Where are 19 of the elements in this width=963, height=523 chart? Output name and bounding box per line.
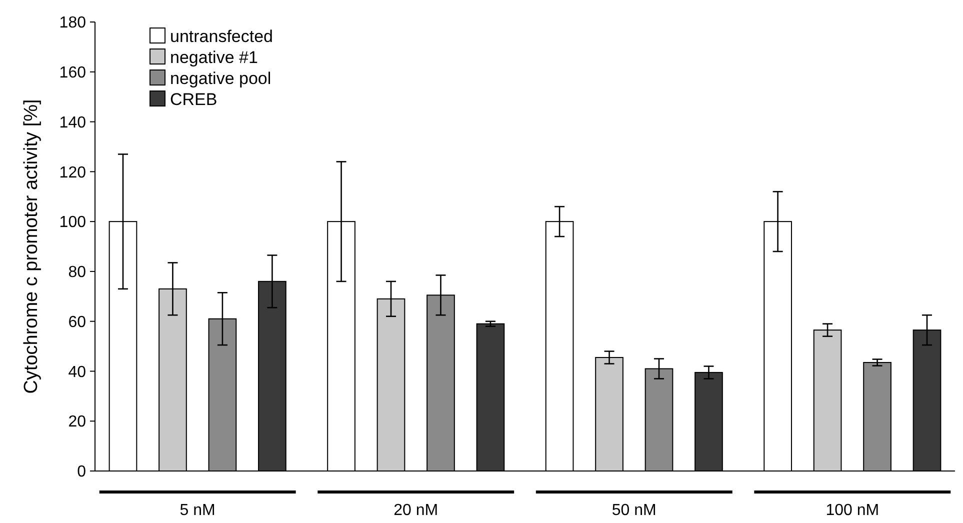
legend-label: untransfected [170, 26, 274, 46]
y-axis-title: Cytochrome c promoter activity [%] [21, 99, 42, 394]
x-tick-label: 20 nM [394, 502, 438, 519]
legend-label: negative pool [170, 68, 272, 88]
legend-label: negative #1 [170, 48, 258, 67]
y-tick-label: 120 [59, 164, 86, 182]
x-tick-label: 100 nM [826, 502, 880, 519]
y-tick-label: 80 [68, 264, 86, 282]
y-tick-label: 140 [59, 114, 86, 132]
y-tick-label: 40 [68, 364, 86, 381]
y-tick-label: 100 [59, 214, 86, 232]
x-tick-label: 5 nM [180, 502, 216, 519]
y-tick-label: 160 [59, 64, 86, 82]
x-tick-label: 50 nM [612, 502, 656, 519]
y-tick-label: 60 [68, 314, 86, 331]
legend-label: CREB [170, 90, 218, 109]
y-tick-label: 180 [59, 14, 86, 32]
y-tick-label: 20 [68, 414, 86, 431]
y-tick-label: 0 [77, 464, 86, 481]
